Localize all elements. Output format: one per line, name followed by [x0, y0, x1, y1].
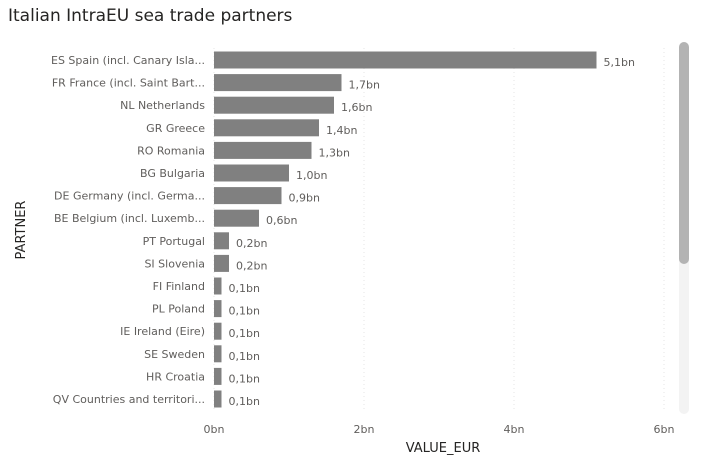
bar [214, 141, 312, 159]
data-label: 1,3bn [319, 146, 350, 159]
x-tick-labels: 0bn 2bn 4bn 6bn [204, 423, 675, 436]
data-label: 1,0bn [296, 169, 327, 182]
x-tick-label: 0bn [204, 423, 225, 436]
bar [214, 51, 597, 69]
data-label: 0,1bn [229, 350, 260, 363]
data-label: 1,4bn [326, 124, 357, 137]
bar [214, 96, 334, 114]
bar [214, 209, 259, 227]
category-label: IE Ireland (Eire) [120, 325, 205, 338]
bar [214, 300, 222, 318]
category-label: HR Croatia [146, 370, 205, 383]
bar [214, 254, 229, 272]
category-label: QV Countries and territori... [53, 393, 205, 406]
category-label: PL Poland [152, 303, 205, 316]
data-label: 1,7bn [349, 79, 380, 92]
data-label: 0,1bn [229, 395, 260, 408]
category-label: RO Romania [137, 144, 205, 157]
data-label: 1,6bn [341, 101, 372, 114]
category-label: SI Slovenia [144, 257, 205, 270]
category-label: SE Sweden [144, 348, 205, 361]
data-label: 0,2bn [236, 237, 267, 250]
data-label: 0,9bn [289, 192, 320, 205]
bar [214, 277, 222, 295]
bar [214, 322, 222, 340]
data-label: 0,2bn [236, 259, 267, 272]
data-label: 0,1bn [229, 372, 260, 385]
x-axis-label: VALUE_EUR [406, 441, 481, 456]
bars [214, 51, 597, 408]
bar [214, 345, 222, 363]
scrollbar-thumb[interactable] [679, 42, 689, 264]
category-label: PT Portugal [143, 235, 205, 248]
bar [214, 74, 342, 92]
data-label: 5,1bn [604, 56, 635, 69]
data-labels: 5,1bn 1,7bn 1,6bn 1,4bn 1,3bn 1,0bn 0,9bn 0,6bn… [229, 56, 635, 408]
bar [214, 232, 229, 250]
category-label: ES Spain (incl. Canary Isla... [51, 54, 205, 67]
category-label: NL Netherlands [120, 99, 205, 112]
data-label: 0,6bn [266, 214, 297, 227]
x-tick-label: 4bn [504, 423, 525, 436]
y-axis-label: PARTNER [14, 201, 29, 260]
bar [214, 119, 319, 137]
category-label: BE Belgium (incl. Luxemb... [54, 212, 205, 225]
category-labels: ES Spain (incl. Canary Isla... FR France … [51, 54, 205, 406]
bar [214, 164, 289, 182]
category-label: BG Bulgaria [140, 167, 205, 180]
data-label: 0,1bn [229, 305, 260, 318]
category-label: DE Germany (incl. Germa... [54, 190, 205, 203]
bar [214, 390, 222, 408]
x-tick-label: 6bn [654, 423, 675, 436]
category-label: GR Greece [146, 122, 205, 135]
chart-title: Italian IntraEU sea trade partners [8, 6, 293, 26]
bar [214, 367, 222, 385]
bar [214, 187, 282, 205]
data-label: 0,1bn [229, 282, 260, 295]
category-label: FR France (incl. Saint Bart... [52, 77, 205, 90]
vertical-scrollbar[interactable] [679, 42, 689, 414]
data-label: 0,1bn [229, 327, 260, 340]
x-tick-label: 2bn [354, 423, 375, 436]
category-label: FI Finland [153, 280, 205, 293]
